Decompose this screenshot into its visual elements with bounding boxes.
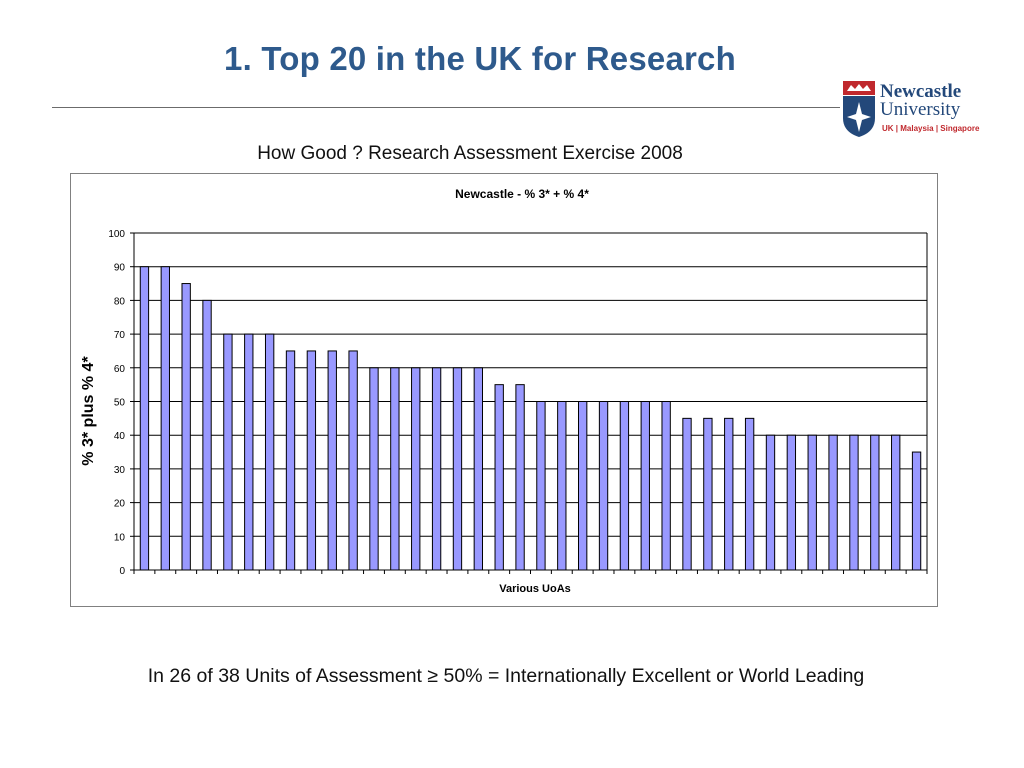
y-tick-label: 50 — [114, 398, 126, 409]
slide-subtitle: How Good ? Research Assessment Exercise … — [257, 143, 683, 164]
y-tick-label: 100 — [108, 229, 125, 240]
bar — [244, 333, 254, 571]
bar — [744, 417, 755, 571]
y-tick-label: 80 — [114, 296, 126, 307]
y-tick-label: 70 — [114, 330, 126, 341]
slide-title: 1. Top 20 in the UK for Research — [224, 40, 736, 77]
y-tick-label: 30 — [114, 465, 126, 476]
slide-footer: In 26 of 38 Units of Assessment ≥ 50% = … — [147, 665, 865, 687]
bar — [369, 367, 379, 571]
bar — [536, 401, 546, 571]
bar — [411, 367, 421, 571]
bar — [870, 434, 880, 571]
newcastle-university-logo: Newcastle University UK | Malaysia | Sin… — [842, 80, 992, 140]
bar — [640, 401, 650, 571]
bar — [264, 333, 275, 571]
bar — [306, 350, 317, 571]
bar — [891, 434, 901, 571]
bar — [515, 384, 525, 571]
y-tick-labels: 0 10 20 30 40 50 60 70 80 90 100 — [108, 229, 134, 577]
bar — [724, 417, 734, 571]
bar — [202, 299, 212, 571]
logo-wordmark-line1: Newcastle — [880, 81, 962, 102]
bar — [431, 367, 442, 571]
axes — [133, 233, 928, 574]
bar-chart: Newcastle - % 3* + % 4* % 3* plus % 4* V… — [80, 187, 928, 595]
university-crest-icon — [843, 81, 875, 137]
y-tick-label: 90 — [114, 263, 126, 274]
bar — [598, 401, 609, 571]
chart-frame: Newcastle - % 3* + % 4* % 3* plus % 4* V… — [70, 173, 938, 607]
bar — [807, 434, 817, 571]
bar — [557, 401, 567, 571]
logo-wordmark-line2: University — [880, 99, 961, 120]
bar — [348, 350, 358, 571]
bar — [765, 434, 776, 571]
bar — [911, 451, 922, 571]
bar — [181, 283, 191, 571]
bar — [619, 401, 630, 571]
bar — [494, 384, 504, 571]
y-axis-label: % 3* plus % 4* — [80, 356, 97, 466]
bar — [703, 417, 713, 571]
bar — [577, 401, 588, 571]
logo-campuses: UK | Malaysia | Singapore — [882, 124, 980, 133]
bar — [327, 350, 337, 571]
title-divider — [52, 107, 840, 108]
y-tick-label: 40 — [114, 431, 126, 442]
chart-title: Newcastle - % 3* + % 4* — [455, 187, 589, 201]
y-tick-label: 20 — [114, 499, 126, 510]
bar — [473, 367, 484, 571]
x-axis-label: Various UoAs — [499, 583, 571, 595]
bar — [849, 434, 859, 571]
bar — [682, 417, 692, 571]
bar — [452, 367, 463, 571]
y-tick-label: 60 — [114, 364, 126, 375]
y-tick-label: 0 — [119, 566, 125, 577]
bar — [661, 401, 671, 571]
y-tick-label: 10 — [114, 532, 126, 543]
bars — [139, 266, 922, 571]
bar — [786, 434, 797, 571]
bar — [285, 350, 296, 571]
bar — [160, 266, 170, 571]
bar — [828, 434, 838, 571]
bar — [139, 266, 150, 571]
bar — [390, 367, 400, 571]
bar — [223, 333, 233, 571]
